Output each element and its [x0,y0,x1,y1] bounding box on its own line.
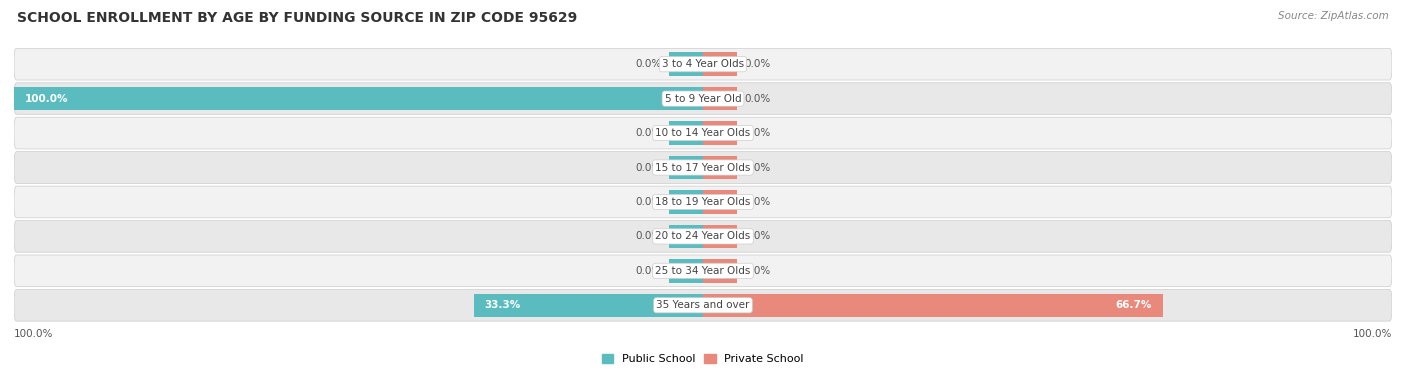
Text: 15 to 17 Year Olds: 15 to 17 Year Olds [655,162,751,173]
Text: 0.0%: 0.0% [636,231,662,241]
Bar [669,52,703,76]
Text: 0.0%: 0.0% [744,162,770,173]
Text: 35 Years and over: 35 Years and over [657,300,749,310]
FancyBboxPatch shape [14,117,1392,149]
Text: 0.0%: 0.0% [744,231,770,241]
Bar [703,190,738,214]
Bar [669,225,703,248]
Text: 0.0%: 0.0% [636,162,662,173]
FancyBboxPatch shape [14,152,1392,183]
Text: 0.0%: 0.0% [744,128,770,138]
Text: 0.0%: 0.0% [636,266,662,276]
Bar [14,87,703,110]
Text: 33.3%: 33.3% [484,300,520,310]
FancyBboxPatch shape [14,186,1392,218]
Text: 100.0%: 100.0% [1353,329,1392,339]
Bar [669,121,703,145]
Text: 3 to 4 Year Olds: 3 to 4 Year Olds [662,59,744,69]
Bar [703,259,738,282]
Text: 0.0%: 0.0% [744,197,770,207]
FancyBboxPatch shape [14,83,1392,115]
Text: 0.0%: 0.0% [744,59,770,69]
Bar [669,156,703,179]
Bar [474,294,703,317]
Bar [703,52,738,76]
Legend: Public School, Private School: Public School, Private School [598,349,808,369]
Text: Source: ZipAtlas.com: Source: ZipAtlas.com [1278,11,1389,21]
FancyBboxPatch shape [14,290,1392,321]
Text: SCHOOL ENROLLMENT BY AGE BY FUNDING SOURCE IN ZIP CODE 95629: SCHOOL ENROLLMENT BY AGE BY FUNDING SOUR… [17,11,576,25]
Text: 0.0%: 0.0% [636,128,662,138]
Text: 10 to 14 Year Olds: 10 to 14 Year Olds [655,128,751,138]
Bar [669,190,703,214]
Bar [703,156,738,179]
FancyBboxPatch shape [14,255,1392,287]
Text: 18 to 19 Year Olds: 18 to 19 Year Olds [655,197,751,207]
Text: 0.0%: 0.0% [636,197,662,207]
Bar [703,121,738,145]
Text: 5 to 9 Year Old: 5 to 9 Year Old [665,93,741,104]
Text: 100.0%: 100.0% [14,329,53,339]
Text: 0.0%: 0.0% [636,59,662,69]
Bar [703,87,738,110]
Text: 100.0%: 100.0% [24,93,67,104]
Text: 20 to 24 Year Olds: 20 to 24 Year Olds [655,231,751,241]
FancyBboxPatch shape [14,221,1392,252]
Bar [703,294,1163,317]
Bar [669,259,703,282]
Text: 25 to 34 Year Olds: 25 to 34 Year Olds [655,266,751,276]
Text: 0.0%: 0.0% [744,93,770,104]
Text: 0.0%: 0.0% [744,266,770,276]
FancyBboxPatch shape [14,48,1392,80]
Bar [703,225,738,248]
Text: 66.7%: 66.7% [1116,300,1152,310]
